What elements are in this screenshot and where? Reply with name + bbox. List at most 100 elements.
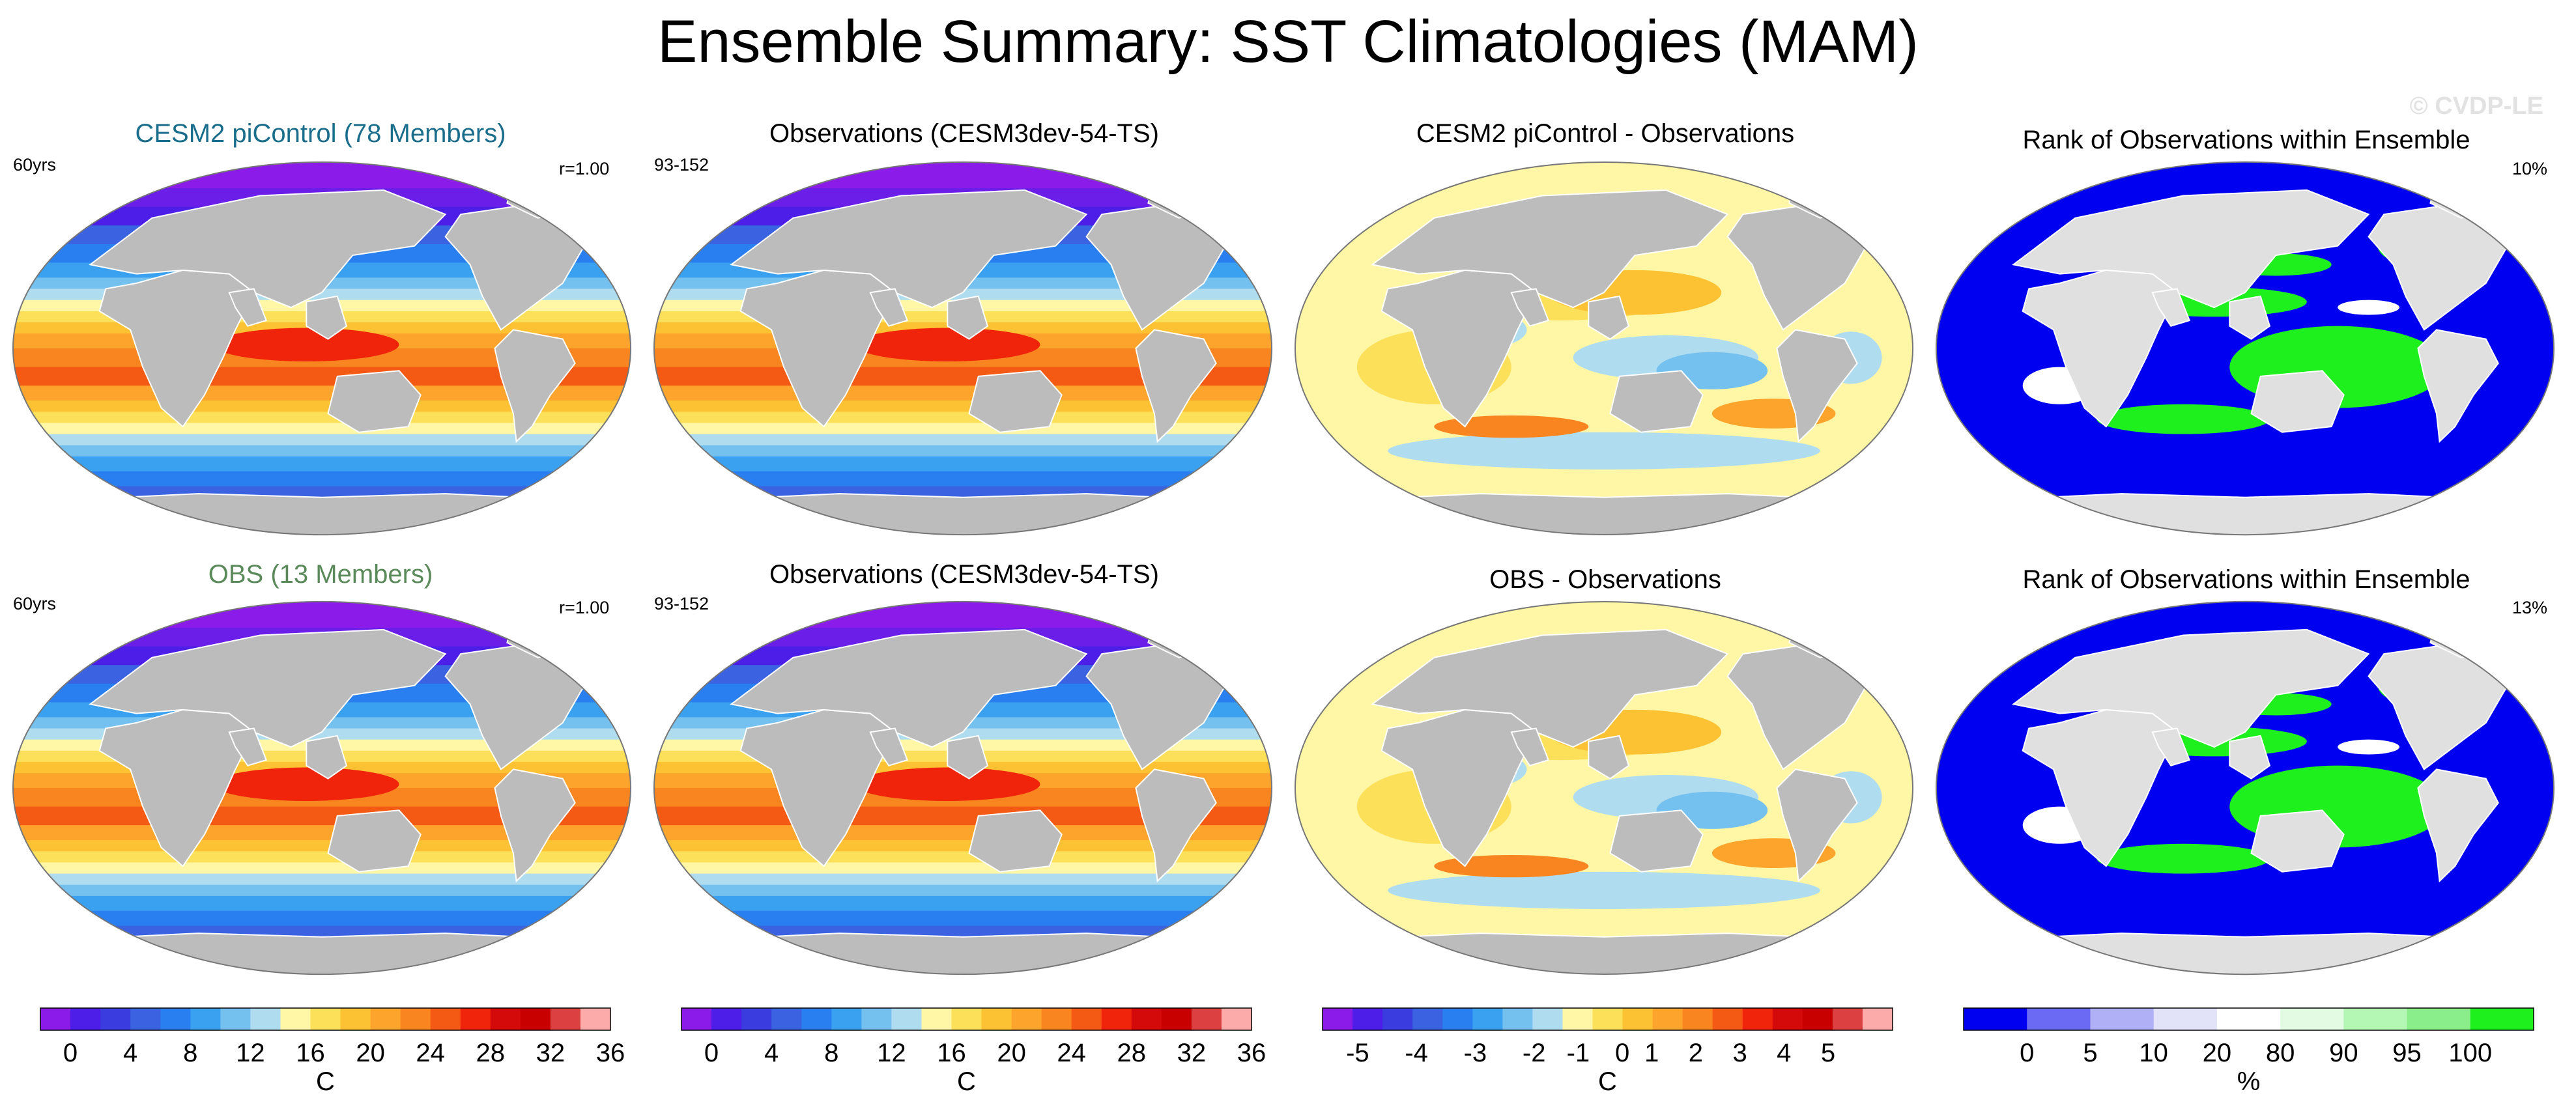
colorbar-cb2-cell bbox=[981, 1008, 1012, 1030]
colorbar-cb1-cell bbox=[280, 1008, 311, 1030]
colorbar-cb2-cell bbox=[1221, 1008, 1252, 1030]
map-border bbox=[1935, 601, 2555, 975]
panel-title-r1c3: CESM2 piControl - Observations bbox=[1416, 119, 1795, 148]
colorbar-cb3-unit: C bbox=[1598, 1067, 1617, 1096]
colorbar-cb3-tick-label: -4 bbox=[1405, 1039, 1428, 1067]
colorbar-cb4-cell bbox=[2027, 1008, 2091, 1030]
colorbar-cb1-tick-label: 8 bbox=[183, 1039, 197, 1067]
colorbar-cb1-tick-label: 28 bbox=[476, 1039, 506, 1067]
colorbar-cb4-tick-label: 100 bbox=[2448, 1039, 2492, 1067]
colorbar-cb2-cell bbox=[711, 1008, 742, 1030]
colorbar-cb2-unit: C bbox=[957, 1067, 976, 1096]
clim-band bbox=[654, 895, 1272, 912]
diff-region bbox=[1388, 432, 1820, 470]
colorbar-cb1-cell bbox=[250, 1008, 281, 1030]
colorbar-cb3-cell bbox=[1472, 1008, 1503, 1030]
colorbar-cb3-cell bbox=[1742, 1008, 1773, 1030]
clim-band bbox=[13, 873, 631, 886]
colorbar-cb3-tick-label: 0 bbox=[1615, 1039, 1629, 1067]
land-seasia bbox=[1588, 735, 1630, 779]
colorbar-cb3-tick-label: 3 bbox=[1732, 1039, 1747, 1067]
colorbar-cb1-tick-label: 4 bbox=[123, 1039, 137, 1067]
land-samerica bbox=[2417, 329, 2499, 443]
colorbar-cb3-tick-label: -3 bbox=[1464, 1039, 1487, 1067]
warm-pool bbox=[214, 328, 399, 362]
colorbar-cb2-tick-label: 12 bbox=[877, 1039, 906, 1067]
colorbar-cb1-cell bbox=[430, 1008, 461, 1030]
colorbar-cb4-tick-label: 5 bbox=[2083, 1039, 2097, 1067]
colorbar-cb3-cell bbox=[1622, 1008, 1653, 1030]
panel-title-r2c4: Rank of Observations within Ensemble bbox=[2022, 565, 2470, 594]
colorbar-cb4-cell bbox=[2090, 1008, 2154, 1030]
colorbar-cb3-cell bbox=[1772, 1008, 1803, 1030]
colorbar-cb1-cell bbox=[130, 1008, 161, 1030]
colorbar-cb3-cell bbox=[1502, 1008, 1533, 1030]
colorbar-cb4-frame bbox=[1963, 1007, 2534, 1031]
panel-title-r1c2: Observations (CESM3dev-54-TS) bbox=[769, 119, 1159, 148]
warm-pool bbox=[214, 767, 399, 802]
land-seasia bbox=[947, 735, 989, 779]
land-india bbox=[1510, 288, 1550, 327]
colorbar-cb1-cell bbox=[400, 1008, 431, 1030]
clim-band bbox=[654, 851, 1272, 863]
land-samerica bbox=[1776, 768, 1858, 883]
clim-band bbox=[13, 423, 631, 435]
colorbar-cb3-tick-label: -2 bbox=[1523, 1039, 1546, 1067]
colorbar-cb2-tick-label: 28 bbox=[1117, 1039, 1147, 1067]
colorbar-cb1-tick-label: 16 bbox=[296, 1039, 325, 1067]
panel-left-note-r2c2: 93-152 bbox=[654, 594, 709, 613]
colorbar-cb2-frame bbox=[681, 1007, 1252, 1031]
colorbar-cb3-tick-label: 2 bbox=[1689, 1039, 1703, 1067]
colorbar-cb1-cell bbox=[520, 1008, 551, 1030]
panel-title-r2c3: OBS - Observations bbox=[1489, 565, 1721, 594]
panel-right-note-r1c1: r=1.00 bbox=[559, 159, 610, 178]
colorbar-cb3-cell bbox=[1832, 1008, 1863, 1030]
colorbar-cb1-cell bbox=[100, 1008, 131, 1030]
rank-region bbox=[2338, 300, 2400, 315]
colorbar-cb2-tick-label: 16 bbox=[937, 1039, 966, 1067]
colorbar-cb4-cell bbox=[2470, 1008, 2534, 1030]
land-india bbox=[869, 727, 909, 766]
colorbar-cb3-cell bbox=[1682, 1008, 1713, 1030]
colorbar-cb3-tick-label: 4 bbox=[1777, 1039, 1791, 1067]
watermark: © CVDP-LE bbox=[2409, 92, 2543, 120]
diff-region bbox=[1434, 415, 1589, 438]
clim-band bbox=[654, 412, 1272, 424]
colorbar-cb3-cell bbox=[1802, 1008, 1833, 1030]
land-seasia bbox=[306, 295, 348, 340]
land-eurasia bbox=[89, 628, 447, 748]
colorbar-cb4-tick-label: 20 bbox=[2203, 1039, 2232, 1067]
colorbar-cb3-cell bbox=[1323, 1008, 1353, 1030]
colorbar-cb3-cell bbox=[1562, 1008, 1593, 1030]
clim-band bbox=[654, 471, 1272, 487]
land-seasia bbox=[947, 295, 989, 340]
land-australia bbox=[968, 809, 1063, 873]
clim-band bbox=[13, 884, 631, 897]
panel-title-r2c2: Observations (CESM3dev-54-TS) bbox=[769, 560, 1159, 589]
land-eurasia bbox=[2012, 189, 2370, 309]
colorbar-cb2-cell bbox=[1131, 1008, 1162, 1030]
colorbar-cb2-cell bbox=[681, 1008, 712, 1030]
land-india bbox=[1510, 727, 1550, 766]
diff-region bbox=[1388, 871, 1820, 909]
colorbar-cb1-cell bbox=[490, 1008, 521, 1030]
colorbar-cb4-tick-label: 80 bbox=[2266, 1039, 2295, 1067]
colorbar-cb3-cell bbox=[1532, 1008, 1563, 1030]
colorbar-cb2-cell bbox=[1071, 1008, 1102, 1030]
land-eurasia bbox=[730, 189, 1088, 309]
land-australia bbox=[1609, 370, 1704, 433]
land-australia bbox=[2250, 809, 2345, 873]
clim-band bbox=[13, 910, 631, 927]
colorbar-cb2-cell bbox=[921, 1008, 952, 1030]
rank-region bbox=[2097, 843, 2270, 874]
colorbar-cb2-tick-label: 36 bbox=[1237, 1039, 1267, 1067]
clim-band bbox=[13, 445, 631, 457]
clim-band bbox=[654, 910, 1272, 927]
colorbar-cb3-tick-label: -5 bbox=[1346, 1039, 1369, 1067]
land-samerica bbox=[2417, 768, 2499, 883]
rank-region bbox=[2338, 739, 2400, 755]
land-seasia bbox=[306, 735, 348, 779]
colorbar-cb1-cell bbox=[460, 1008, 491, 1030]
colorbar-cb1-cell bbox=[70, 1008, 101, 1030]
